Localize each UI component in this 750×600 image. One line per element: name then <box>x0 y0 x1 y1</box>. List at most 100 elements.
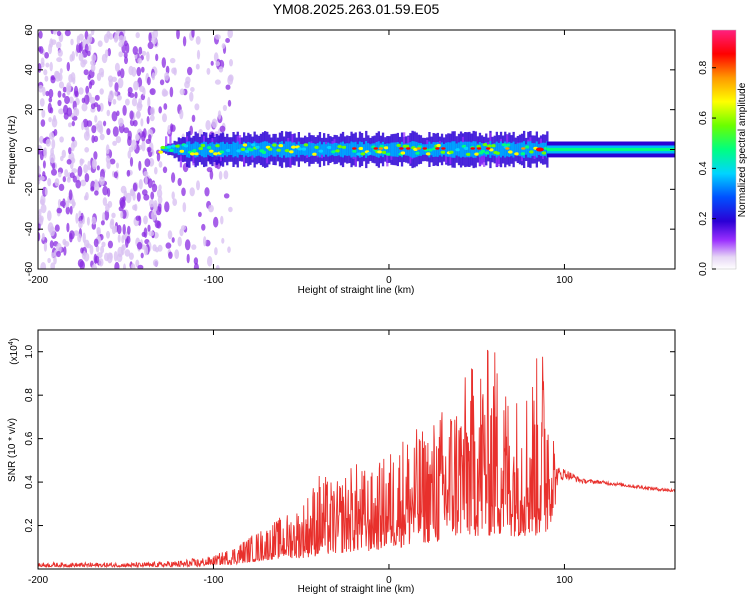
band-inner-cell <box>476 143 479 156</box>
band-inner-cell <box>173 145 176 154</box>
noise-blob <box>102 185 109 196</box>
noise-blob <box>87 74 91 81</box>
band-peak-cell <box>491 144 497 148</box>
band-peak-cell <box>396 143 402 147</box>
noise-blob <box>56 250 61 258</box>
noise-blob <box>99 176 105 186</box>
noise-blob <box>93 151 98 160</box>
noise-blob <box>69 54 74 62</box>
noise-blob <box>215 34 221 40</box>
noise-blob <box>94 115 98 123</box>
band-inner-cell <box>344 143 347 156</box>
noise-blob <box>51 139 56 150</box>
noise-blob <box>163 103 168 110</box>
noise-blob <box>149 114 155 122</box>
band-inner-cell <box>449 142 452 157</box>
band-inner-cell <box>502 143 505 156</box>
band-peak-cell <box>213 152 219 156</box>
noise-blob <box>62 92 66 98</box>
noise-blob <box>158 184 162 191</box>
band-inner-cell <box>377 141 380 158</box>
band-peak-cell <box>160 145 166 150</box>
noise-blob <box>147 76 151 86</box>
band-peak-cell <box>341 145 347 149</box>
snr-scale-prefix: (x10 <box>9 345 20 365</box>
noise-blob <box>213 216 219 228</box>
snr-x-tick-label: 0 <box>386 575 392 586</box>
band-inner-cell <box>339 142 343 157</box>
band-peak-cell <box>314 145 320 149</box>
noise-blob <box>108 79 113 88</box>
noise-blob <box>138 160 142 171</box>
band-inner-cell <box>232 141 235 158</box>
noise-blob <box>85 85 90 95</box>
band-inner-cell <box>175 145 178 154</box>
band-inner-cell <box>403 143 406 156</box>
band-peak-cell <box>251 143 256 147</box>
noise-blob <box>179 88 185 96</box>
band-peak-cell <box>291 145 296 149</box>
noise-blob <box>68 74 73 83</box>
noise-blob <box>171 172 176 183</box>
noise-blob <box>77 233 82 243</box>
noise-blob <box>113 35 118 43</box>
band-peak-cell <box>278 144 284 148</box>
noise-blob <box>91 135 95 144</box>
snr-ylabel: SNR (10 * v/v) <box>7 418 18 482</box>
noise-blob <box>76 43 81 53</box>
noise-blob <box>143 227 148 238</box>
noise-blob <box>82 232 86 244</box>
noise-blob <box>176 30 180 40</box>
band-inner-cell <box>320 144 324 155</box>
band-inner-cell <box>409 142 412 157</box>
snr-y-tick-label: 0.4 <box>24 475 35 489</box>
noise-blob <box>43 242 48 252</box>
noise-blob <box>114 82 119 92</box>
band-inner-cell <box>497 143 501 156</box>
x-tick-label: 0 <box>386 275 392 286</box>
band-inner-cell <box>527 141 530 158</box>
band-peak-cell <box>189 152 195 156</box>
band-inner-cell <box>165 147 168 152</box>
band-inner-cell <box>485 142 488 157</box>
noise-blob <box>48 97 53 103</box>
noise-blob <box>50 75 56 81</box>
noise-blob <box>118 117 124 127</box>
band-peak-cell <box>480 149 486 153</box>
colorbar: 0.0 0.2 0.4 0.6 0.8 Normalized spectral ampl… <box>698 29 748 276</box>
noise-blob <box>182 36 187 47</box>
band-peak-cell <box>244 149 250 153</box>
noise-blob <box>106 109 111 117</box>
noise-blob <box>47 257 51 264</box>
band-peak-cell <box>335 149 341 153</box>
noise-blob <box>105 203 110 212</box>
band-peak-cell <box>242 143 248 147</box>
noise-blob <box>93 102 99 108</box>
colorbar-tick-label: 0.0 <box>698 262 709 276</box>
noise-blob <box>38 46 42 53</box>
noise-blob <box>38 85 44 93</box>
noise-blob <box>217 110 222 120</box>
tone-hot-spot <box>535 147 544 152</box>
band-peak-cell <box>404 144 410 148</box>
noise-blob <box>193 257 199 265</box>
band-inner-cell <box>341 141 345 158</box>
band-inner-cell <box>266 141 269 158</box>
noise-blob <box>116 253 123 263</box>
noise-blob <box>123 52 128 59</box>
noise-blob <box>70 141 75 152</box>
noise-blob <box>106 128 111 136</box>
noise-blob <box>78 210 82 218</box>
noise-blob <box>147 224 151 232</box>
noise-blob <box>98 258 104 267</box>
colorbar-ticks: 0.0 0.2 0.4 0.6 0.8 <box>698 60 716 276</box>
noise-blob <box>112 98 117 105</box>
band-peak-cell <box>381 150 387 154</box>
band-inner-cell <box>312 143 315 156</box>
band-inner-cell <box>348 143 351 156</box>
noise-blob <box>196 180 200 191</box>
noise-blob <box>42 86 46 97</box>
band-inner-cell <box>451 141 454 158</box>
noise-blob <box>41 232 45 241</box>
noise-blob <box>108 90 115 101</box>
